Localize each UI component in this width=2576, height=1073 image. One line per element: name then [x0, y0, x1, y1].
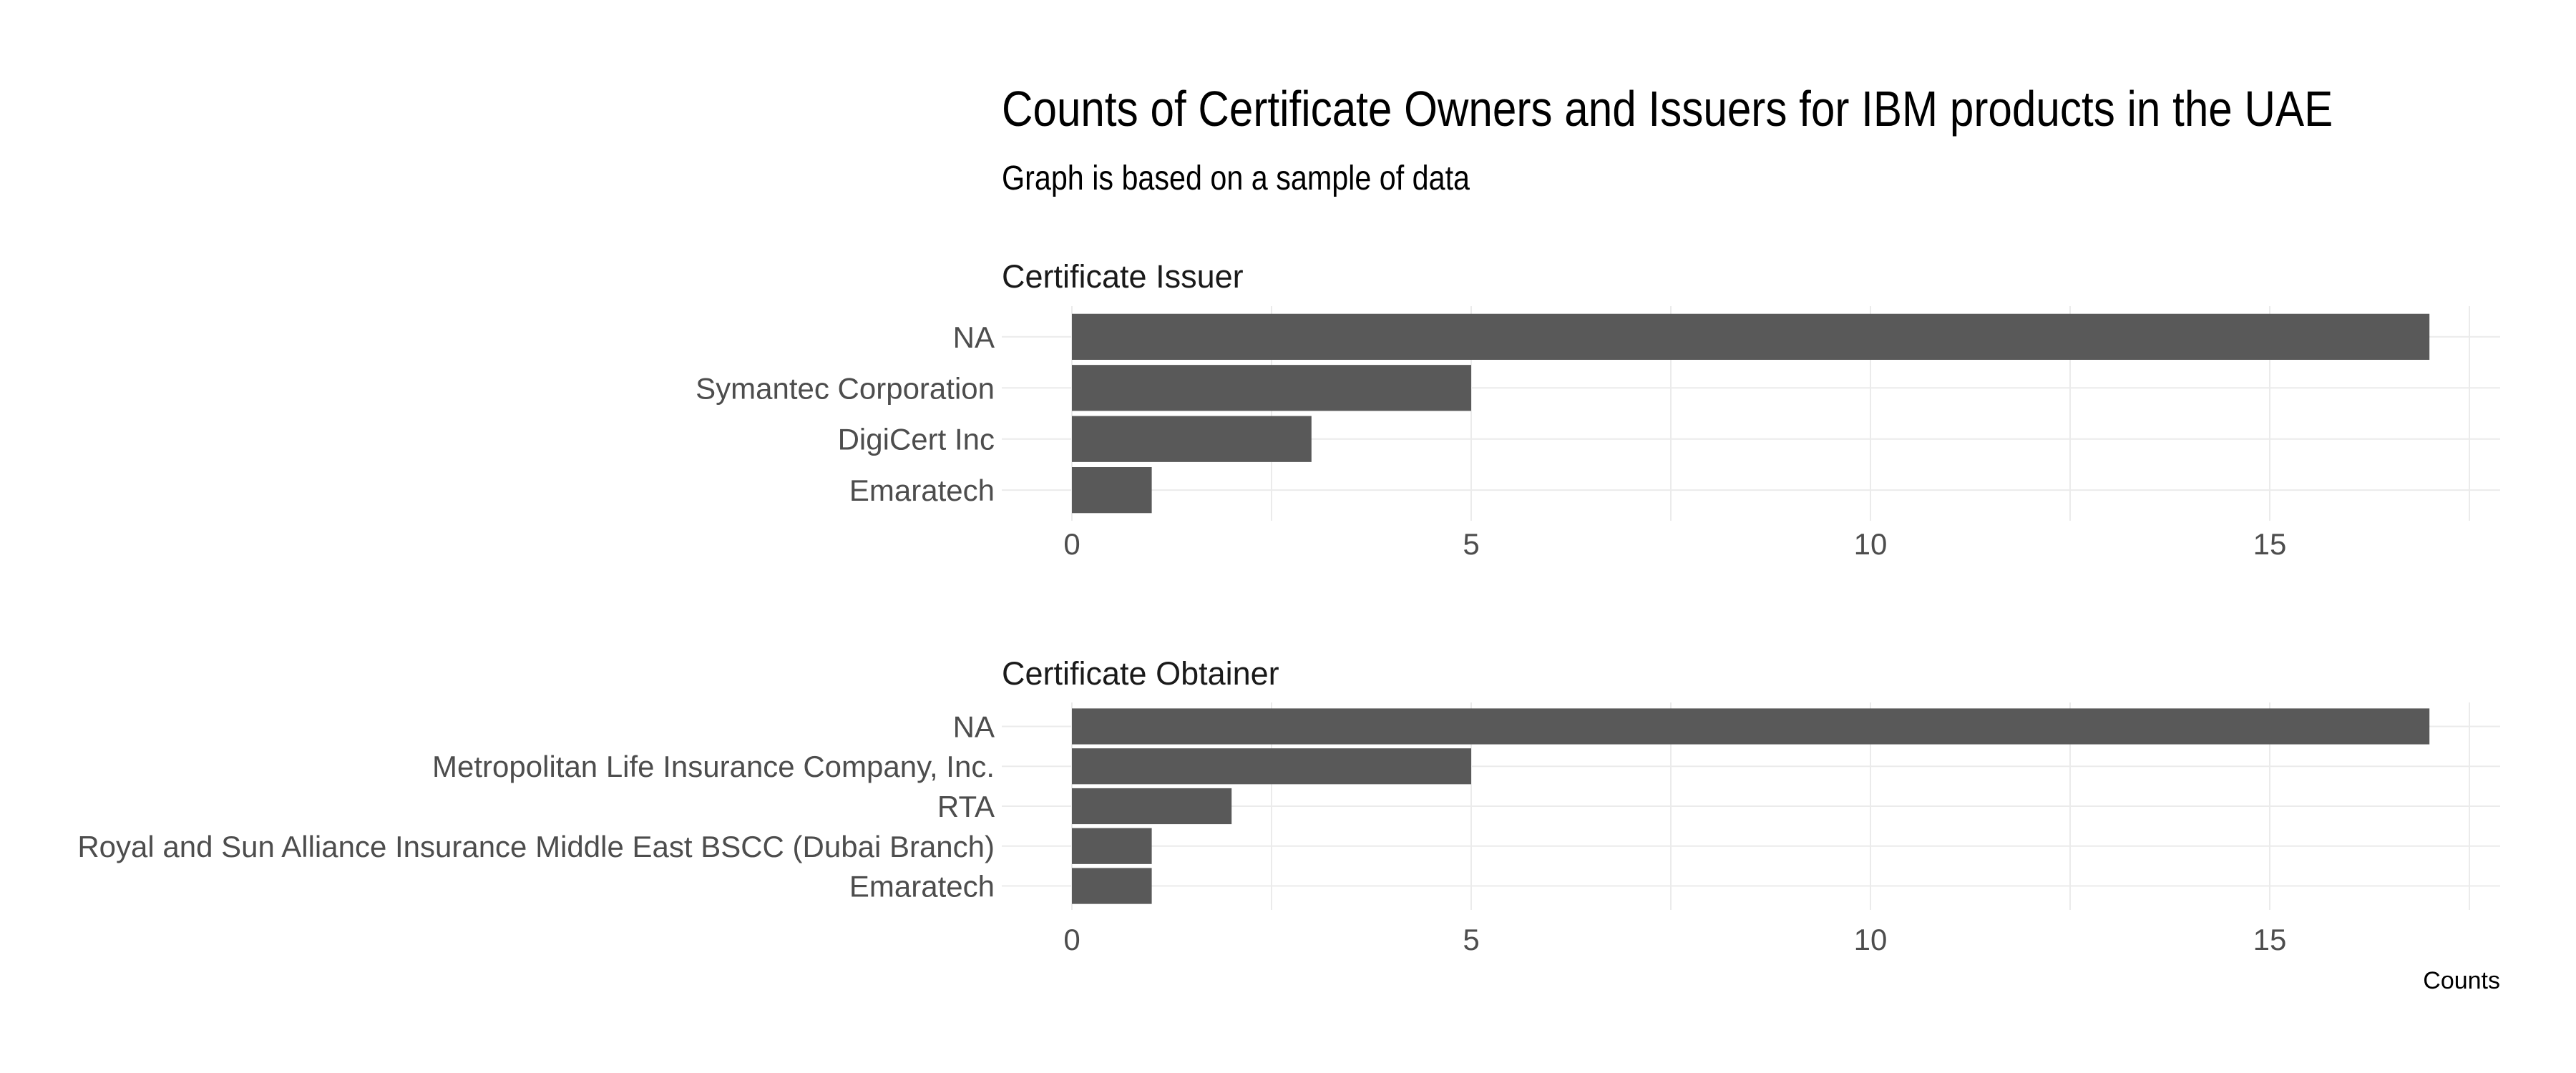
chart-title: Counts of Certificate Owners and Issuers… — [1002, 81, 2333, 137]
bar — [1072, 788, 1232, 825]
bar — [1072, 748, 1471, 785]
bar — [1072, 313, 2430, 360]
x-tick-label: 0 — [1063, 923, 1080, 956]
bar — [1072, 828, 1152, 864]
y-tick-label: Metropolitan Life Insurance Company, Inc… — [432, 750, 995, 783]
y-tick-label: Symantec Corporation — [696, 371, 995, 405]
x-tick-label: 5 — [1463, 527, 1479, 561]
x-tick-label: 15 — [2253, 923, 2287, 956]
bar — [1072, 365, 1471, 411]
x-tick-label: 0 — [1063, 527, 1080, 561]
x-tick-label: 10 — [1854, 923, 1888, 956]
x-axis-title: Counts — [2423, 967, 2500, 994]
bar — [1072, 467, 1152, 514]
x-tick-label: 5 — [1463, 923, 1479, 956]
y-tick-label: Emaratech — [849, 474, 995, 507]
facet-title: Certificate Issuer — [1002, 258, 1244, 295]
bar — [1072, 868, 1152, 904]
bar — [1072, 708, 2430, 745]
facet-title: Certificate Obtainer — [1002, 655, 1279, 692]
y-tick-label: NA — [953, 320, 995, 354]
bar — [1072, 416, 1312, 462]
x-tick-label: 15 — [2253, 527, 2287, 561]
y-tick-label: DigiCert Inc — [838, 423, 995, 456]
y-tick-label: Emaratech — [849, 870, 995, 903]
x-tick-label: 10 — [1854, 527, 1888, 561]
y-tick-label: NA — [953, 710, 995, 743]
y-tick-label: RTA — [937, 790, 995, 823]
chart-subtitle: Graph is based on a sample of data — [1002, 160, 1470, 197]
y-tick-label: Royal and Sun Alliance Insurance Middle … — [77, 830, 995, 863]
